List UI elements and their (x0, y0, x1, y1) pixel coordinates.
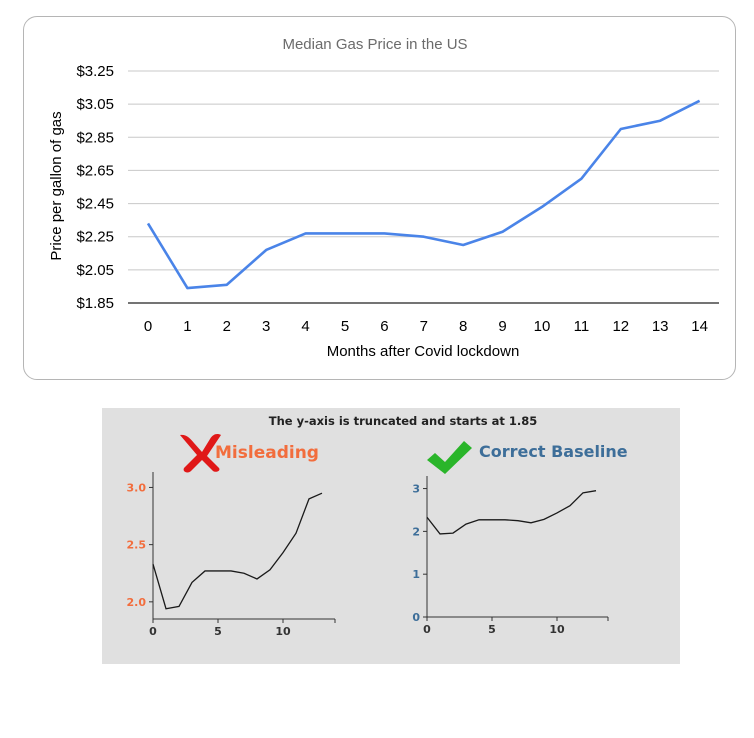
x-tick-label: 5 (214, 625, 222, 638)
y-axis-ticks: $1.85 $2.05 $2.25 $2.45 $2.65 $2.85 $3.05 $3.25 (76, 63, 114, 312)
x-tick-label: 5 (341, 318, 349, 335)
x-tick-label: 2 (223, 318, 231, 335)
series-line (426, 490, 597, 535)
y-tick-label: 2.5 (127, 539, 147, 552)
x-tick-label: 4 (301, 318, 309, 335)
x-tick-label: 12 (612, 318, 629, 335)
misleading-chart: 2.0 2.5 3.0 0 5 10 (127, 472, 336, 638)
y-tick-label: $2.85 (76, 129, 114, 146)
x-tick-label: 0 (149, 625, 157, 638)
x-tick-label: 6 (380, 318, 388, 335)
comparison-charts: The y-axis is truncated and starts at 1.… (127, 414, 628, 638)
x-tick-label: 10 (549, 623, 565, 636)
y-tick-label: 1 (412, 568, 420, 581)
checkmark-icon (427, 441, 472, 474)
x-tick-label: 0 (144, 318, 152, 335)
x-tick-label: 0 (423, 623, 431, 636)
y-tick-label: 3 (412, 483, 420, 496)
y-tick-label: 0 (412, 611, 420, 624)
y-tick-label: $1.85 (76, 295, 114, 312)
x-tick-label: 8 (459, 318, 467, 335)
y-tick-label: $2.45 (76, 196, 114, 213)
chart-title: Median Gas Price in the US (282, 36, 467, 53)
y-tick-label: 2.0 (127, 596, 147, 609)
y-tick-label: $2.05 (76, 262, 114, 279)
misleading-heading: Misleading (215, 443, 319, 463)
series-line (152, 492, 323, 610)
series-line (146, 99, 701, 290)
correct-baseline-heading: Correct Baseline (479, 442, 628, 461)
x-tick-label: 10 (275, 625, 291, 638)
y-tick-label: $2.65 (76, 162, 114, 179)
x-axis-ticks: 0 1 2 3 4 5 6 7 8 9 10 11 12 13 14 (144, 318, 708, 335)
y-tick-label: 3.0 (127, 481, 147, 494)
x-tick-label: 1 (183, 318, 191, 335)
y-tick-label: $2.25 (76, 229, 114, 246)
cross-icon (180, 434, 221, 473)
y-tick-label: $3.05 (76, 96, 114, 113)
x-tick-label: 7 (420, 318, 428, 335)
x-tick-label: 13 (652, 318, 669, 335)
main-chart-card (23, 16, 736, 380)
x-tick-label: 11 (574, 318, 590, 335)
y-tick-label: 2 (412, 525, 420, 538)
grid-lines (128, 70, 719, 271)
comparison-panel: The y-axis is truncated and starts at 1.… (102, 408, 680, 664)
x-tick-label: 10 (534, 318, 551, 335)
y-tick-label: $3.25 (76, 63, 114, 80)
panel-caption: The y-axis is truncated and starts at 1.… (269, 414, 537, 428)
x-tick-label: 14 (691, 318, 708, 335)
x-tick-label: 3 (262, 318, 270, 335)
x-tick-label: 5 (488, 623, 496, 636)
correct-baseline-chart: 0 1 2 3 0 5 10 (412, 476, 609, 636)
x-axis-label: Months after Covid lockdown (327, 343, 520, 360)
y-axis-label: Price per gallon of gas (48, 111, 65, 260)
x-tick-label: 9 (498, 318, 506, 335)
